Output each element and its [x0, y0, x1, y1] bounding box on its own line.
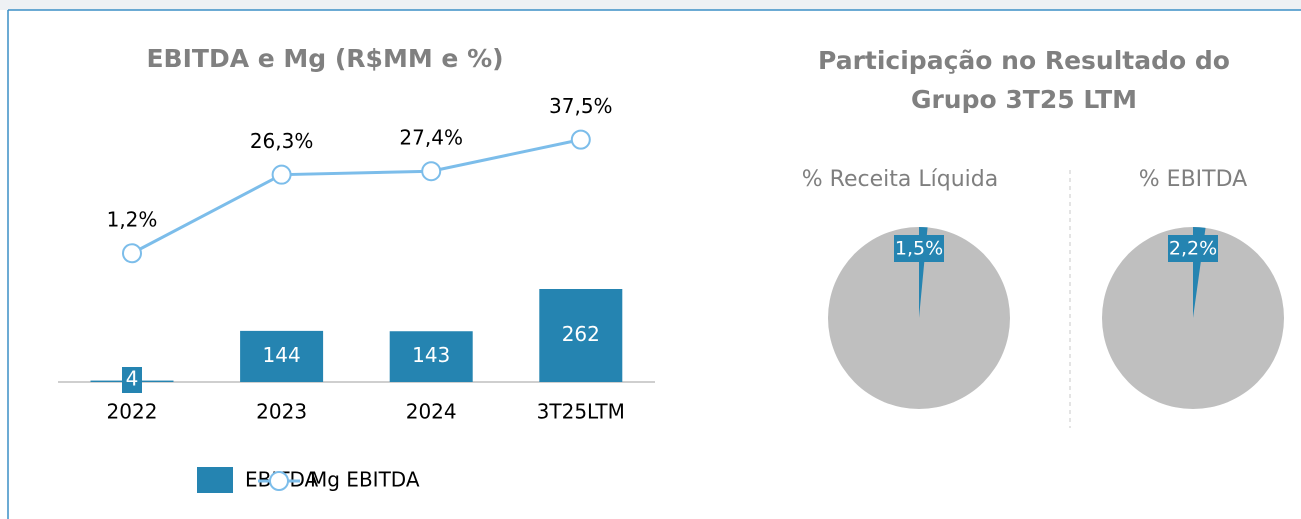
bar [389, 331, 473, 382]
section-title: Participação no Resultado do [818, 46, 1230, 75]
label-bg [894, 235, 944, 262]
data-label: 1,5% [895, 238, 943, 260]
line-marker [271, 164, 292, 185]
data-label: 26,3% [250, 129, 314, 153]
label-bg [122, 367, 142, 393]
data-label: 37,5% [549, 94, 613, 118]
x-tick-label: 2022 [107, 400, 158, 424]
line-marker [570, 129, 591, 150]
line-marker [122, 243, 142, 264]
line [131, 138, 582, 255]
bar [240, 330, 324, 382]
x-tick-label: 3T25LTM [537, 400, 625, 424]
legend-label: Mg EBITDA [310, 468, 420, 492]
top-strip [0, 0, 1301, 10]
legend-swatch [269, 471, 289, 491]
chart-title: EBITDA e Mg (R$MM e %) [146, 44, 503, 73]
data-label: 2,2% [1169, 238, 1217, 260]
section-title: Grupo 3T25 LTM [911, 85, 1137, 114]
data-label: 27,4% [399, 126, 463, 150]
data-label: 144 [263, 343, 301, 367]
pie-title: % EBITDA [1139, 167, 1247, 192]
data-label: 1,2% [107, 208, 158, 232]
bar [539, 289, 623, 382]
label-bg [1168, 235, 1218, 262]
legend-swatch [197, 467, 233, 493]
pie-title: % Receita Líquida [802, 167, 998, 192]
line-marker [421, 161, 442, 182]
data-label: 143 [412, 343, 450, 367]
x-tick-label: 2023 [256, 400, 307, 424]
x-tick-label: 2024 [406, 400, 457, 424]
data-label: 4 [126, 367, 139, 391]
data-label: 262 [562, 322, 600, 346]
